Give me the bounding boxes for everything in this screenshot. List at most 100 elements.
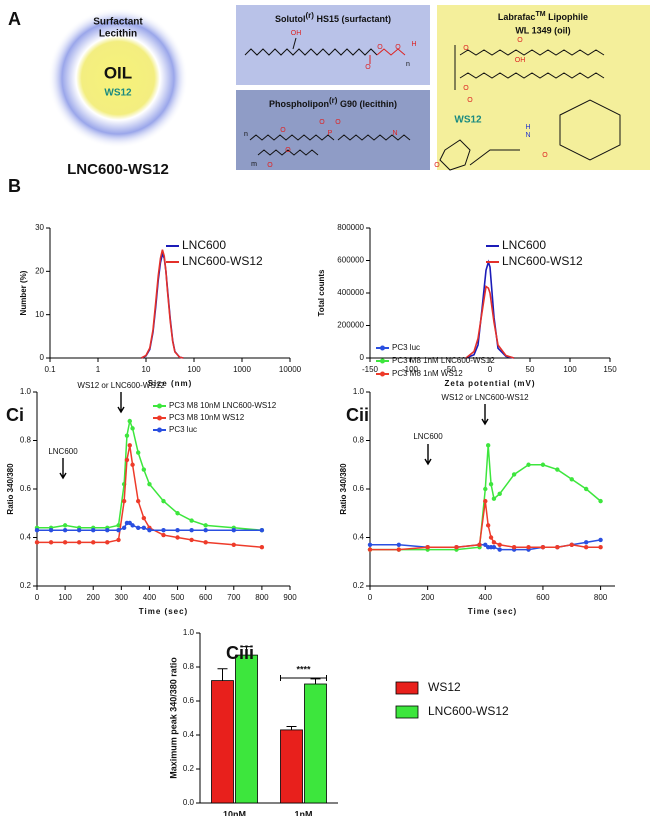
legend-label: PC3 M8 10nM WS12 (169, 413, 245, 422)
point (130, 426, 135, 431)
y-tick-label: 1.0 (183, 628, 195, 637)
point (161, 532, 166, 538)
y-axis-label: Number (%) (19, 270, 28, 315)
atom-label: m (251, 161, 257, 168)
legend-swatch (395, 705, 419, 719)
significance: **** (296, 664, 311, 674)
point (583, 545, 589, 550)
x-tick-label: 700 (227, 593, 241, 602)
x-tick-label: 900 (283, 593, 297, 602)
atom-label: H (525, 124, 530, 131)
point (425, 545, 430, 550)
bar (280, 729, 303, 804)
point (121, 498, 127, 504)
nanoparticle (48, 8, 188, 148)
point (483, 498, 488, 504)
point (175, 535, 180, 540)
series-line (140, 249, 184, 359)
point (583, 486, 589, 492)
y-tick-label: 600000 (337, 256, 364, 265)
x-tick-label: 100 (563, 365, 577, 374)
atom-label: O (285, 147, 291, 154)
annotation-arrow (481, 404, 489, 426)
atom-label: O (319, 119, 325, 126)
x-tick-label: 100 (58, 593, 72, 602)
point (540, 462, 546, 467)
point (367, 547, 373, 552)
point (259, 545, 265, 550)
annotation: LNC600 (48, 447, 78, 456)
x-axis-label: Time (sec) (139, 607, 188, 616)
x-tick-label: 0.1 (44, 365, 56, 374)
point (136, 525, 141, 530)
series-line (465, 259, 515, 359)
x-tick-label: 200 (87, 593, 101, 602)
sup: (r) (329, 96, 338, 105)
atom-label: N (392, 130, 397, 137)
bond (244, 48, 378, 56)
x-axis-label: Time (sec) (468, 607, 517, 616)
bar (304, 683, 327, 804)
series-line (37, 445, 262, 548)
point (231, 542, 236, 547)
point (189, 537, 194, 543)
series-line (37, 418, 262, 531)
point (136, 498, 141, 504)
phospholipon-box (236, 90, 430, 170)
point (62, 540, 68, 545)
point (583, 540, 589, 545)
point (76, 528, 82, 533)
atom-label: O (463, 45, 469, 52)
solutol-box (236, 5, 430, 85)
point (488, 481, 494, 487)
point (91, 540, 96, 545)
point (231, 528, 236, 533)
y-tick-label: 0.6 (183, 696, 195, 705)
point (121, 525, 127, 530)
point (189, 528, 194, 533)
atom-label: H (411, 41, 416, 48)
point (116, 528, 121, 533)
point (511, 472, 517, 477)
y-tick-label: 0.6 (20, 484, 32, 493)
x-tick-label: 400 (479, 593, 493, 602)
y-tick-label: 0.8 (353, 436, 365, 445)
bar (211, 680, 234, 804)
legend-label: PC3 M8 10nM LNC600-WS12 (169, 401, 277, 410)
y-tick-label: 0.8 (20, 436, 32, 445)
atom-label: O (467, 97, 473, 104)
point (555, 545, 560, 550)
legend-label: PC3 M8 1nM WS12 (392, 369, 463, 378)
point (259, 528, 265, 533)
x-tick-label: 200 (421, 593, 435, 602)
atom-label: N (525, 132, 530, 139)
point (488, 535, 494, 540)
atom-label: n (406, 61, 410, 68)
legend-label: LNC600-WS12 (182, 254, 263, 268)
panel-label: Ciii (226, 643, 254, 663)
x-tick-label: 10 (142, 365, 151, 374)
x-tick-label: 0 (368, 593, 373, 602)
y-axis-label: Total counts (317, 269, 326, 317)
annotation: WS12 or LNC600-WS12 (441, 393, 529, 402)
point (116, 537, 121, 543)
legend-marker (157, 403, 162, 409)
y-tick-label: 30 (35, 223, 44, 232)
legend-marker (380, 371, 385, 377)
point (136, 450, 141, 455)
y-tick-label: 0.2 (20, 581, 32, 590)
atom-label: O (267, 162, 273, 169)
series-line (370, 445, 602, 551)
legend-label: LNC600-WS12 (428, 704, 509, 718)
error-bar (286, 726, 297, 730)
y-tick-label: 1.0 (353, 387, 365, 396)
x-tick-label: 300 (115, 593, 129, 602)
bond (376, 48, 406, 56)
legend-label: PC3 M8 1nM LNC600-WS12 (392, 356, 495, 365)
x-tick-label: 800 (594, 593, 608, 602)
rest: HS15 (surfactant) (314, 14, 391, 24)
sup: (r) (306, 11, 315, 20)
point (497, 491, 502, 497)
x-tick-label: -50 (444, 365, 456, 374)
